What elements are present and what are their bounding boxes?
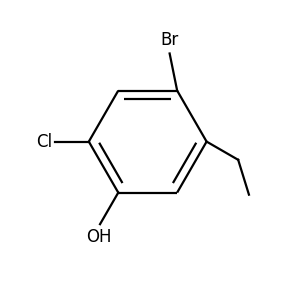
Text: Br: Br — [160, 31, 179, 49]
Text: Cl: Cl — [36, 133, 52, 151]
Text: OH: OH — [86, 229, 111, 246]
